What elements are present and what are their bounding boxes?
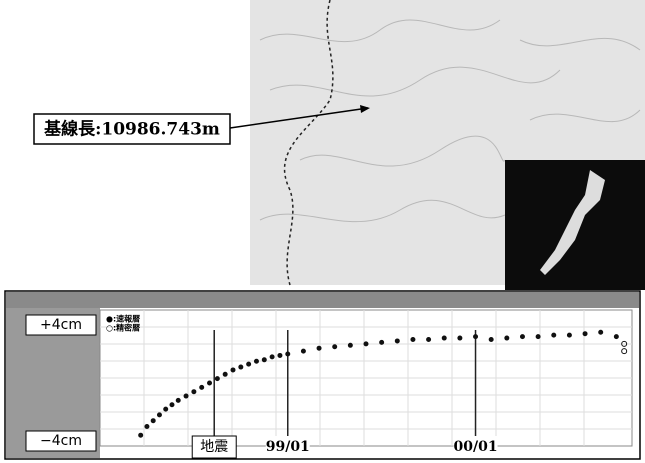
baseline-label: 基線長:10986.743m <box>43 119 220 140</box>
data-point <box>364 342 368 346</box>
data-point <box>223 372 227 376</box>
data-point <box>231 368 235 372</box>
data-point <box>139 433 143 437</box>
y-tick-label: −4cm <box>40 433 82 449</box>
data-point <box>411 338 415 342</box>
data-point <box>505 336 509 340</box>
data-point <box>208 381 212 385</box>
data-point <box>200 385 204 389</box>
data-point <box>176 398 180 402</box>
chart-header <box>6 292 639 308</box>
data-point <box>170 403 174 407</box>
data-point <box>247 362 251 366</box>
data-point <box>552 333 556 337</box>
data-point <box>215 377 219 381</box>
data-point <box>458 336 462 340</box>
legend-entry: ○:精密暦 <box>106 323 140 333</box>
data-point <box>489 338 493 342</box>
data-point <box>583 332 587 336</box>
legend-entry: ●:速報暦 <box>106 314 140 324</box>
data-point <box>567 333 571 337</box>
data-point <box>380 340 384 344</box>
data-point <box>262 358 266 362</box>
event-label: 00/01 <box>453 439 497 455</box>
y-tick-label: +4cm <box>40 317 82 333</box>
data-point <box>278 353 282 357</box>
data-point <box>599 330 603 334</box>
data-point <box>157 413 161 417</box>
data-point <box>442 336 446 340</box>
data-point <box>333 345 337 349</box>
data-point <box>145 425 149 429</box>
event-label: 99/01 <box>266 439 310 455</box>
data-point <box>395 339 399 343</box>
data-point <box>192 390 196 394</box>
data-point <box>317 346 321 350</box>
data-point <box>254 359 258 363</box>
data-point <box>301 349 305 353</box>
figure: 基線長:10986.743m +4cm −4cm 地震 99/01 00/01 ●:速報暦… <box>0 0 645 463</box>
data-point <box>286 352 290 356</box>
data-point <box>614 335 618 339</box>
data-point <box>520 335 524 339</box>
data-point <box>427 338 431 342</box>
data-point <box>348 343 352 347</box>
data-point <box>270 355 274 359</box>
data-point <box>184 394 188 398</box>
data-point <box>164 407 168 411</box>
data-point <box>536 335 540 339</box>
data-point <box>239 365 243 369</box>
event-label: 地震 <box>200 439 228 455</box>
data-point <box>151 419 155 423</box>
data-point <box>474 335 478 339</box>
